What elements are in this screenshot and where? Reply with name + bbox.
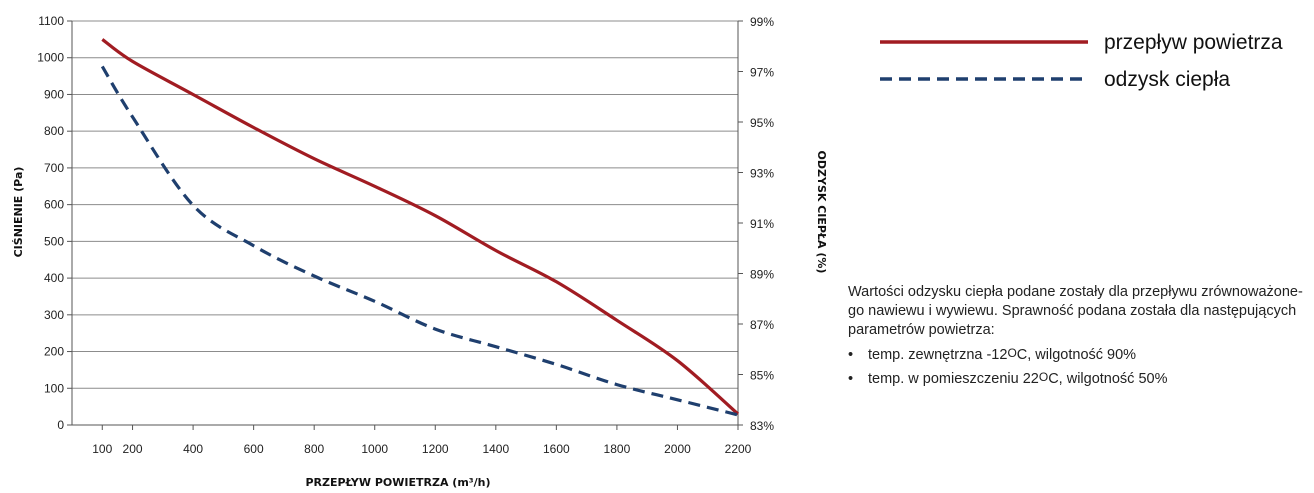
note-line-1: Wartości odzysku ciepła podane zostały d… [848,284,1303,300]
x-tick-label: 800 [304,442,324,456]
y-tick-label: 800 [44,124,64,138]
y2-tick-label: 97% [750,66,774,80]
y2-tick-label: 89% [750,268,774,282]
y-tick-label: 300 [44,308,64,322]
x-tick-label: 1800 [604,442,631,456]
bullet-dot: • [848,371,854,387]
y-tick-label: 0 [57,418,64,432]
note-bullet-indoor: • temp. w pomieszczeniu 22OC, wilgotność… [848,370,1314,389]
bullet-text-post: C, wilgotność 50% [1048,371,1168,387]
legend: przepływ powietrza odzysk ciepła [880,31,1283,91]
y-tick-label: 500 [44,234,64,248]
y-tick-label: 900 [44,87,64,101]
y-tick-label: 1000 [37,51,64,65]
bullet-dot: • [848,347,854,363]
x-tick-label: 2000 [664,442,691,456]
series-line-odzysk [100,65,739,417]
gridlines [72,20,738,389]
y-tick-label: 400 [44,271,64,285]
bullet-text-post: C, wilgotność 90% [1016,347,1137,363]
x-tick-label: 400 [183,442,203,456]
x-tick-label: 1200 [422,442,449,456]
y2-axis-title: ODZYSK CIEPŁA (%) [815,151,828,274]
right-axis-ticks: 83% 85% 87% 89% 91% 93% 95% 97% 99% [738,15,774,433]
series-line-przeplyw [101,38,740,416]
y2-tick-label: 85% [750,369,774,383]
bullet-text-pre: temp. w pomieszczeniu 22 [868,371,1039,387]
legend-label-odzysk: odzysk ciepła [1104,68,1230,91]
y-tick-label: 600 [44,198,64,212]
x-tick-label: 2200 [725,442,752,456]
series-lines [100,38,740,417]
y-tick-label: 1100 [38,14,64,28]
degree-sup: O [1007,346,1017,360]
legend-label-przeplyw: przepływ powietrza [1104,31,1283,54]
efficiency-note: Wartości odzysku ciepła podane zostały d… [848,283,1314,394]
bullet-text-pre: temp. zewnętrzna -12 [868,347,1008,363]
y-tick-label: 100 [44,381,64,395]
y2-tick-label: 87% [750,318,774,332]
left-axis-ticks: 0 100 200 300 400 500 600 700 800 900 1000 1100 [37,14,72,432]
y2-tick-label: 93% [750,167,774,181]
y-tick-label: 700 [44,161,64,175]
note-line-2: go nawiewu i wywiewu. Sprawność podana z… [848,303,1297,319]
y2-tick-label: 91% [750,217,774,231]
y2-tick-label: 95% [750,116,774,130]
y-tick-label: 200 [44,345,64,359]
y2-tick-label: 99% [750,15,774,29]
x-tick-label: 1600 [543,442,570,456]
y2-tick-label: 83% [750,419,774,433]
degree-sup: O [1038,370,1049,384]
x-tick-label: 1000 [361,442,388,456]
note-bullet-outdoor: • temp. zewnętrzna -12OC, wilgotność 90% [848,346,1314,365]
note-line-3: parametrów powietrza: [848,322,995,338]
x-tick-label: 200 [123,442,143,456]
x-tick-label: 100 [92,442,112,456]
x-tick-label: 1400 [482,442,509,456]
x-axis-ticks: 100 200 400 600 800 1000 1200 1400 1600 1800 2000 2… [92,425,752,456]
x-tick-label: 600 [244,442,264,456]
x-axis-title: PRZEPŁYW POWIETRZA (m³/h) [306,476,491,489]
y-axis-title: CIŚNIENIE (Pa) [12,167,25,258]
